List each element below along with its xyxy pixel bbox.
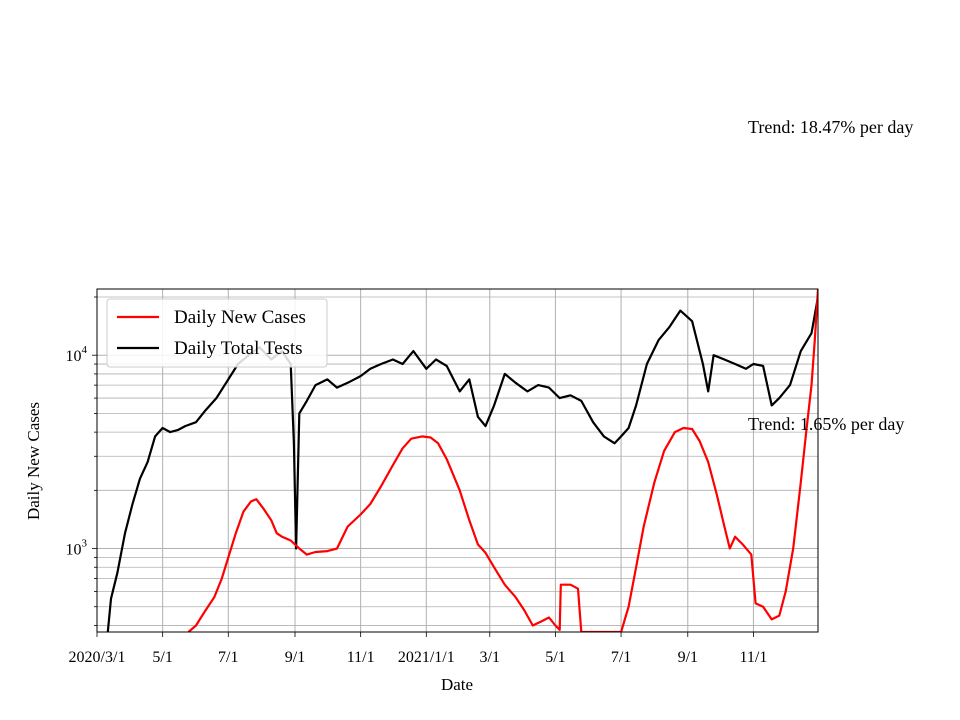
x-tick-label: 7/1 [611,649,631,666]
x-tick-label: 9/1 [285,649,305,666]
trend-annotation-cases: Trend: 18.47% per day [748,117,913,137]
series-line-daily-new-cases [187,289,818,632]
x-axis-label: Date [441,675,473,694]
x-tick-label: 2021/1/1 [398,649,455,666]
series-lines [106,289,818,632]
y-tick-label: 103 [66,538,88,559]
axis-ticks: 103 104 2020/3/1 5/1 7/1 9/1 11/1 2021/1/1 3/1 5/… [66,296,768,666]
x-tick-label: 5/1 [545,649,565,666]
legend-label-daily-total-tests: Daily Total Tests [174,338,303,359]
y-tick-label: 104 [66,344,88,365]
legend-box [106,298,328,368]
plot-frame [96,288,819,633]
x-tick-label: 11/1 [740,649,768,666]
x-tick-label: 11/1 [347,649,375,666]
y-axis-label: Daily New Cases [24,402,43,520]
legend: Daily New Cases Daily Total Tests [106,298,328,368]
x-tick-label: 2020/3/1 [69,649,126,666]
x-tick-label: 3/1 [480,649,500,666]
x-tick-label: 7/1 [218,649,238,666]
series-line-daily-total-tests [106,296,818,632]
x-tick-label: 9/1 [678,649,698,666]
trend-annotation-tests: Trend: 1.65% per day [748,414,904,434]
legend-label-daily-new-cases: Daily New Cases [174,307,306,328]
x-tick-label: 5/1 [152,649,172,666]
